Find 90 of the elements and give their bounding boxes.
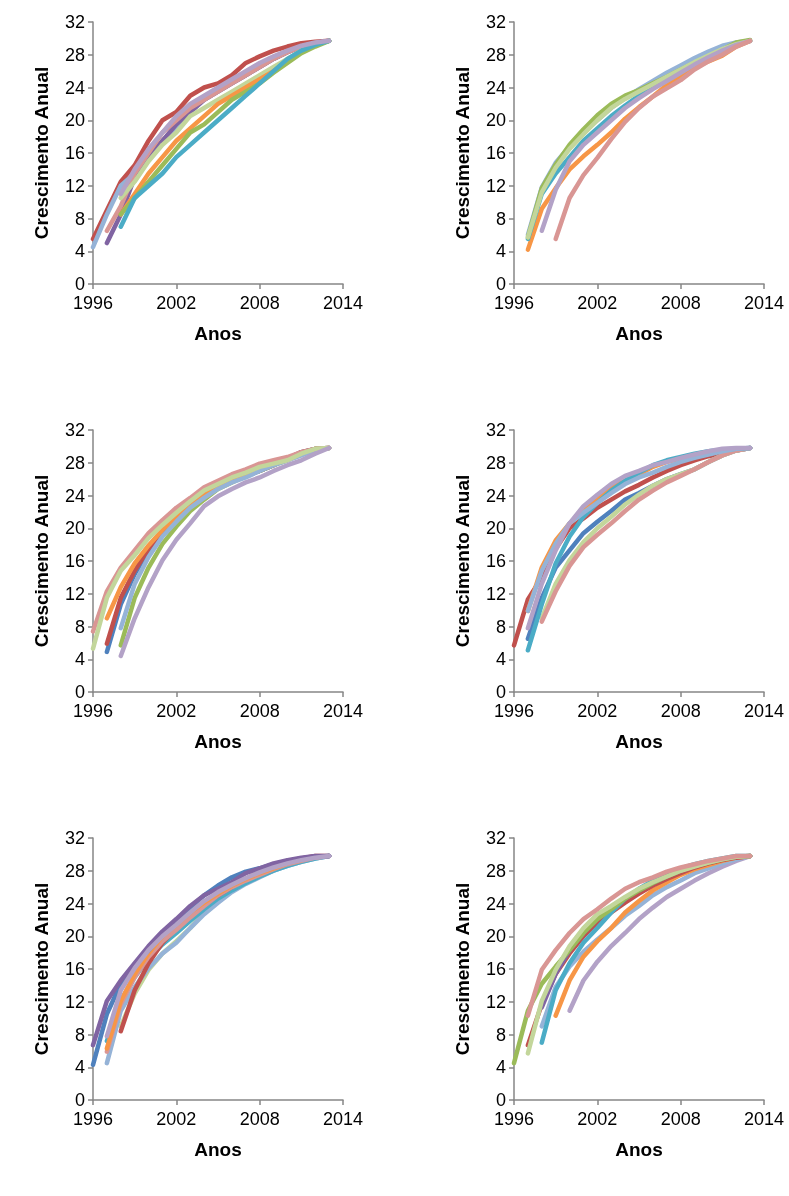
- x-tick-label: 2014: [743, 701, 785, 721]
- y-tick-label: 28: [64, 44, 85, 65]
- y-tick-label: 8: [74, 616, 85, 637]
- x-tick-label: 2002: [156, 293, 197, 313]
- y-tick-label: 4: [74, 241, 85, 262]
- x-tick-label: 2014: [743, 1109, 785, 1129]
- y-axis-title: Crescimento Anual: [31, 66, 52, 240]
- x-axis-title: Anos: [194, 1139, 242, 1160]
- y-tick-label: 32: [485, 420, 506, 440]
- y-tick-label: 4: [495, 241, 506, 262]
- y-tick-label: 4: [495, 1057, 506, 1078]
- x-axis-title: Anos: [615, 731, 663, 752]
- y-tick-label: 28: [64, 860, 85, 881]
- y-tick-label: 16: [485, 143, 506, 163]
- x-tick-label: 1996: [493, 293, 535, 313]
- y-tick-label: 32: [485, 12, 506, 32]
- x-axis-title: Anos: [194, 323, 242, 344]
- y-tick-label: 20: [64, 926, 85, 947]
- y-tick-label: 20: [485, 110, 506, 131]
- y-tick-label: 16: [64, 551, 85, 571]
- x-tick-label: 1996: [72, 293, 114, 313]
- y-axis-title: Crescimento Anual: [452, 66, 473, 240]
- x-tick-label: 2002: [577, 293, 618, 313]
- y-tick-label: 16: [64, 959, 85, 979]
- x-tick-label: 2014: [322, 1109, 364, 1129]
- y-tick-label: 20: [485, 518, 506, 539]
- y-tick-label: 4: [74, 649, 85, 670]
- y-tick-label: 24: [64, 893, 85, 914]
- x-axis-title: Anos: [615, 1139, 663, 1160]
- x-tick-label: 2002: [156, 1109, 197, 1129]
- y-tick-label: 32: [485, 828, 506, 848]
- y-tick-label: 12: [64, 991, 85, 1012]
- y-tick-label: 24: [485, 77, 506, 98]
- y-tick-label: 16: [485, 551, 506, 571]
- x-tick-label: 2014: [743, 293, 785, 313]
- y-axis-title: Crescimento Anual: [31, 474, 52, 648]
- y-tick-label: 16: [64, 143, 85, 163]
- x-tick-label: 1996: [493, 701, 535, 721]
- y-tick-label: 20: [64, 110, 85, 131]
- y-tick-label: 8: [74, 208, 85, 229]
- x-tick-label: 2002: [156, 701, 197, 721]
- y-tick-label: 4: [495, 649, 506, 670]
- y-tick-label: 0: [74, 682, 85, 702]
- y-tick-label: 8: [74, 1024, 85, 1045]
- x-tick-label: 2014: [322, 293, 364, 313]
- y-tick-label: 12: [485, 175, 506, 196]
- y-tick-label: 32: [64, 420, 85, 440]
- y-tick-label: 0: [74, 1090, 85, 1110]
- x-tick-label: 2014: [322, 701, 364, 721]
- x-tick-label: 2008: [239, 701, 280, 721]
- x-tick-label: 2008: [239, 1109, 280, 1129]
- y-tick-label: 20: [64, 518, 85, 539]
- y-tick-label: 20: [485, 926, 506, 947]
- y-tick-label: 32: [64, 12, 85, 32]
- y-tick-label: 8: [495, 616, 506, 637]
- x-tick-label: 2008: [660, 1109, 701, 1129]
- y-tick-label: 12: [485, 583, 506, 604]
- y-tick-label: 8: [495, 208, 506, 229]
- x-tick-label: 2002: [577, 1109, 618, 1129]
- y-tick-label: 28: [485, 860, 506, 881]
- y-tick-label: 12: [64, 583, 85, 604]
- y-tick-label: 0: [74, 274, 85, 294]
- y-tick-label: 24: [64, 485, 85, 506]
- x-tick-label: 2008: [239, 293, 280, 313]
- y-tick-label: 0: [495, 682, 506, 702]
- y-tick-label: 28: [485, 44, 506, 65]
- y-tick-label: 8: [495, 1024, 506, 1045]
- x-tick-label: 2002: [577, 701, 618, 721]
- y-tick-label: 32: [64, 828, 85, 848]
- y-axis-title: Crescimento Anual: [452, 474, 473, 648]
- y-tick-label: 28: [485, 452, 506, 473]
- y-tick-label: 16: [485, 959, 506, 979]
- y-tick-label: 0: [495, 274, 506, 294]
- y-tick-label: 28: [64, 452, 85, 473]
- y-tick-label: 24: [485, 485, 506, 506]
- y-tick-label: 4: [74, 1057, 85, 1078]
- y-tick-label: 24: [64, 77, 85, 98]
- x-tick-label: 2008: [660, 293, 701, 313]
- y-axis-title: Crescimento Anual: [452, 882, 473, 1056]
- y-tick-label: 24: [485, 893, 506, 914]
- y-tick-label: 12: [485, 991, 506, 1012]
- x-tick-label: 2008: [660, 701, 701, 721]
- x-tick-label: 1996: [72, 1109, 114, 1129]
- x-tick-label: 1996: [493, 1109, 535, 1129]
- x-axis-title: Anos: [194, 731, 242, 752]
- y-tick-label: 12: [64, 175, 85, 196]
- y-axis-title: Crescimento Anual: [31, 882, 52, 1056]
- x-axis-title: Anos: [615, 323, 663, 344]
- y-tick-label: 0: [495, 1090, 506, 1110]
- x-tick-label: 1996: [72, 701, 114, 721]
